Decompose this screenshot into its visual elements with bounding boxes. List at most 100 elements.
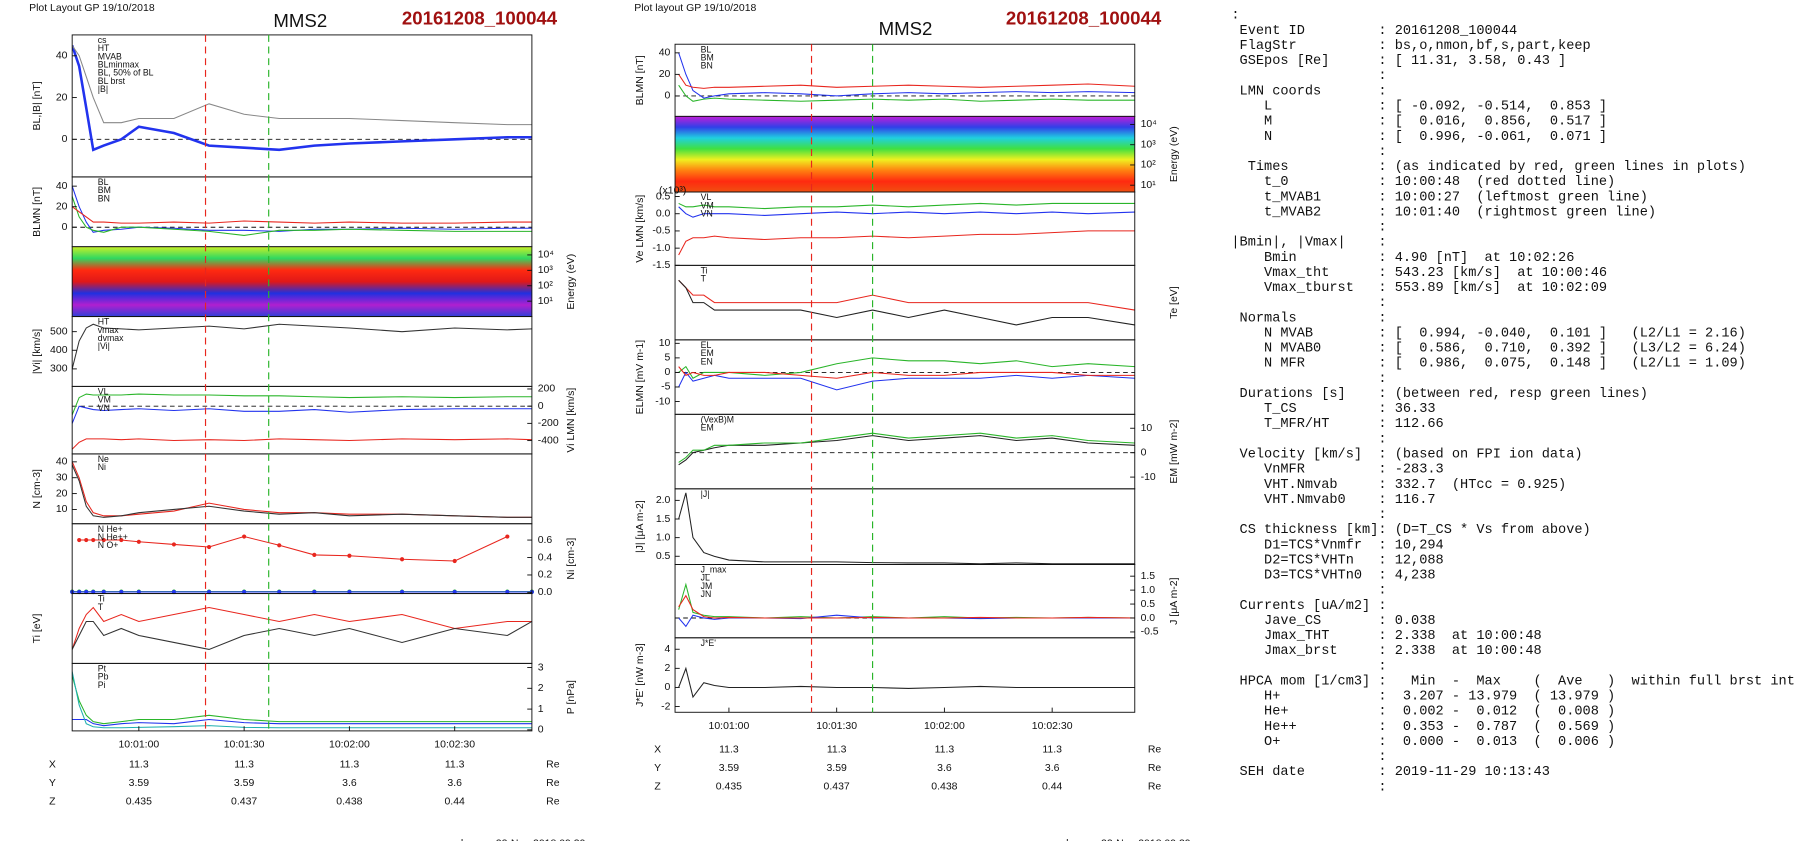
legend-label: BM — [701, 52, 714, 62]
coord-value: 3.59 — [826, 763, 847, 774]
report-line: L : [ -0.092, -0.514, 0.853 ] — [1231, 100, 1607, 115]
y-tick-label: 10² — [1141, 160, 1157, 171]
panel-frame — [71, 316, 533, 387]
point — [452, 558, 457, 564]
y-tick-label: -5 — [661, 382, 670, 393]
y-tick-label: 4 — [665, 644, 671, 655]
report-line: N MVAB : [ 0.994, -0.040, 0.101 ] (L2/L1… — [1231, 326, 1746, 341]
legend-label: BLminmax — [98, 59, 140, 69]
report-line: Velocity [km/s] : (based on FPI ion data… — [1231, 447, 1582, 462]
report-line: T_MFR/HT : 112.66 — [1231, 417, 1443, 432]
y-tick-label: 40 — [56, 51, 68, 62]
spacecraft: MMS2 — [273, 10, 327, 31]
series-line — [72, 606, 532, 650]
report-line: : — [1231, 750, 1386, 765]
y-tick-label: 0 — [665, 367, 671, 378]
series-line — [72, 393, 532, 415]
y-tick-label: -200 — [538, 418, 559, 429]
y-tick-label: 0 — [62, 222, 68, 233]
coord-value: 3.6 — [447, 778, 462, 789]
legend-label: EM — [701, 423, 714, 433]
report-line: VnMFR : -283.3 — [1231, 463, 1443, 478]
y-axis-label: Te [eV] — [1169, 286, 1180, 319]
coord-value: 3.6 — [1045, 763, 1060, 774]
point — [206, 589, 212, 595]
report-line: t_MVAB1 : 10:00:27 (leftmost green line) — [1231, 190, 1648, 205]
report-line: Normals : — [1231, 311, 1386, 326]
series-line — [72, 45, 532, 126]
legend-label: BN — [98, 193, 110, 203]
y-tick-label: 0.5 — [1141, 599, 1156, 610]
point — [136, 589, 141, 595]
y-tick-label: 0.2 — [538, 570, 553, 581]
series-line — [678, 230, 1135, 256]
series-line — [678, 435, 1135, 466]
point — [119, 537, 124, 543]
coord-label: Z — [49, 797, 56, 808]
legend-label: cs — [98, 35, 107, 45]
coord-value: 11.3 — [129, 759, 149, 770]
point — [242, 534, 247, 539]
legend-label: BL, 50% of BL — [98, 68, 154, 78]
y-tick-label: 300 — [50, 364, 68, 375]
series-line — [678, 84, 1135, 102]
legend-label: VN — [98, 403, 110, 413]
y-tick-label: 0.0 — [538, 587, 553, 598]
report-line: : — [1231, 69, 1386, 84]
legend-label: vmax — [98, 325, 119, 335]
y-tick-label: -1.5 — [652, 260, 670, 271]
y-tick-label: 5 — [665, 353, 671, 364]
report-line: N MVAB0 : [ 0.586, 0.710, 0.392 ] (L3/L2… — [1231, 342, 1746, 357]
y-axis-label: P [nPa] — [566, 680, 577, 714]
y-tick-label: 1.5 — [656, 514, 671, 525]
coord-unit: Re — [1148, 744, 1162, 755]
report-line: : — [1231, 145, 1386, 160]
report-line: N : [ 0.996, -0.061, 0.071 ] — [1231, 130, 1607, 145]
series-line — [678, 666, 1135, 699]
report-line: D2=TCS*VHTn : 12,088 — [1231, 553, 1443, 568]
y-axis-label: Ti [eV] — [32, 613, 43, 643]
point — [206, 544, 212, 550]
x-tick-label: 10:02:30 — [434, 740, 475, 751]
coord-value: 3.59 — [129, 778, 150, 789]
legend-label: HT — [98, 317, 110, 327]
y-axis-label: J [μA m-2] — [1169, 577, 1180, 624]
series-line — [72, 185, 532, 233]
x-tick-label: 10:01:30 — [224, 740, 265, 751]
coord-unit: Re — [546, 797, 560, 808]
y-tick-label: 40 — [659, 48, 671, 59]
coord-unit: Re — [1148, 763, 1162, 774]
legend-label: Pi — [98, 680, 106, 690]
event-id: 20161208_100044 — [402, 8, 558, 29]
report-line: : — [1231, 432, 1386, 447]
legend-label: |Vi| — [98, 341, 110, 351]
coord-label: X — [49, 759, 56, 770]
y-tick-label: 0.5 — [656, 191, 671, 202]
y-axis-label: |Vi| [km/s] — [32, 329, 43, 374]
coord-label: Y — [49, 778, 56, 789]
y-axis-label: N [cm-3] — [32, 469, 43, 509]
y-tick-label: 10 — [659, 338, 671, 349]
report-line: FlagStr : bs,o,nmon,bf,s,part,keep — [1231, 39, 1590, 54]
coord-unit: Re — [1148, 782, 1162, 793]
coord-value: 0.438 — [336, 797, 362, 808]
series-line — [678, 206, 1135, 218]
layout-label: Plot Layout GP 19/10/2018 — [29, 3, 155, 14]
y-tick-label: 0 — [665, 682, 671, 693]
coord-value: 0.44 — [444, 797, 465, 808]
legend-label: |J| — [701, 489, 710, 499]
series-line — [72, 675, 532, 725]
legend-label: |B| — [98, 84, 108, 94]
y-tick-label: 0 — [538, 401, 544, 412]
y-tick-label: 0 — [1141, 447, 1147, 458]
report-line: Vmax_tburst : 553.89 [km/s] at 10:02:09 — [1231, 281, 1607, 296]
y-tick-label: 0.0 — [656, 208, 671, 219]
series-line — [72, 671, 532, 729]
y-axis-label: J*E' [nW m-3] — [635, 643, 646, 707]
y-tick-label: 10 — [1141, 423, 1153, 434]
x-tick-label: 10:01:00 — [709, 721, 750, 732]
x-tick-label: 10:02:00 — [329, 740, 370, 751]
report-line: Vmax_tht : 543.23 [km/s] at 10:00:46 — [1231, 266, 1607, 281]
y-tick-label: 2.0 — [656, 495, 671, 506]
